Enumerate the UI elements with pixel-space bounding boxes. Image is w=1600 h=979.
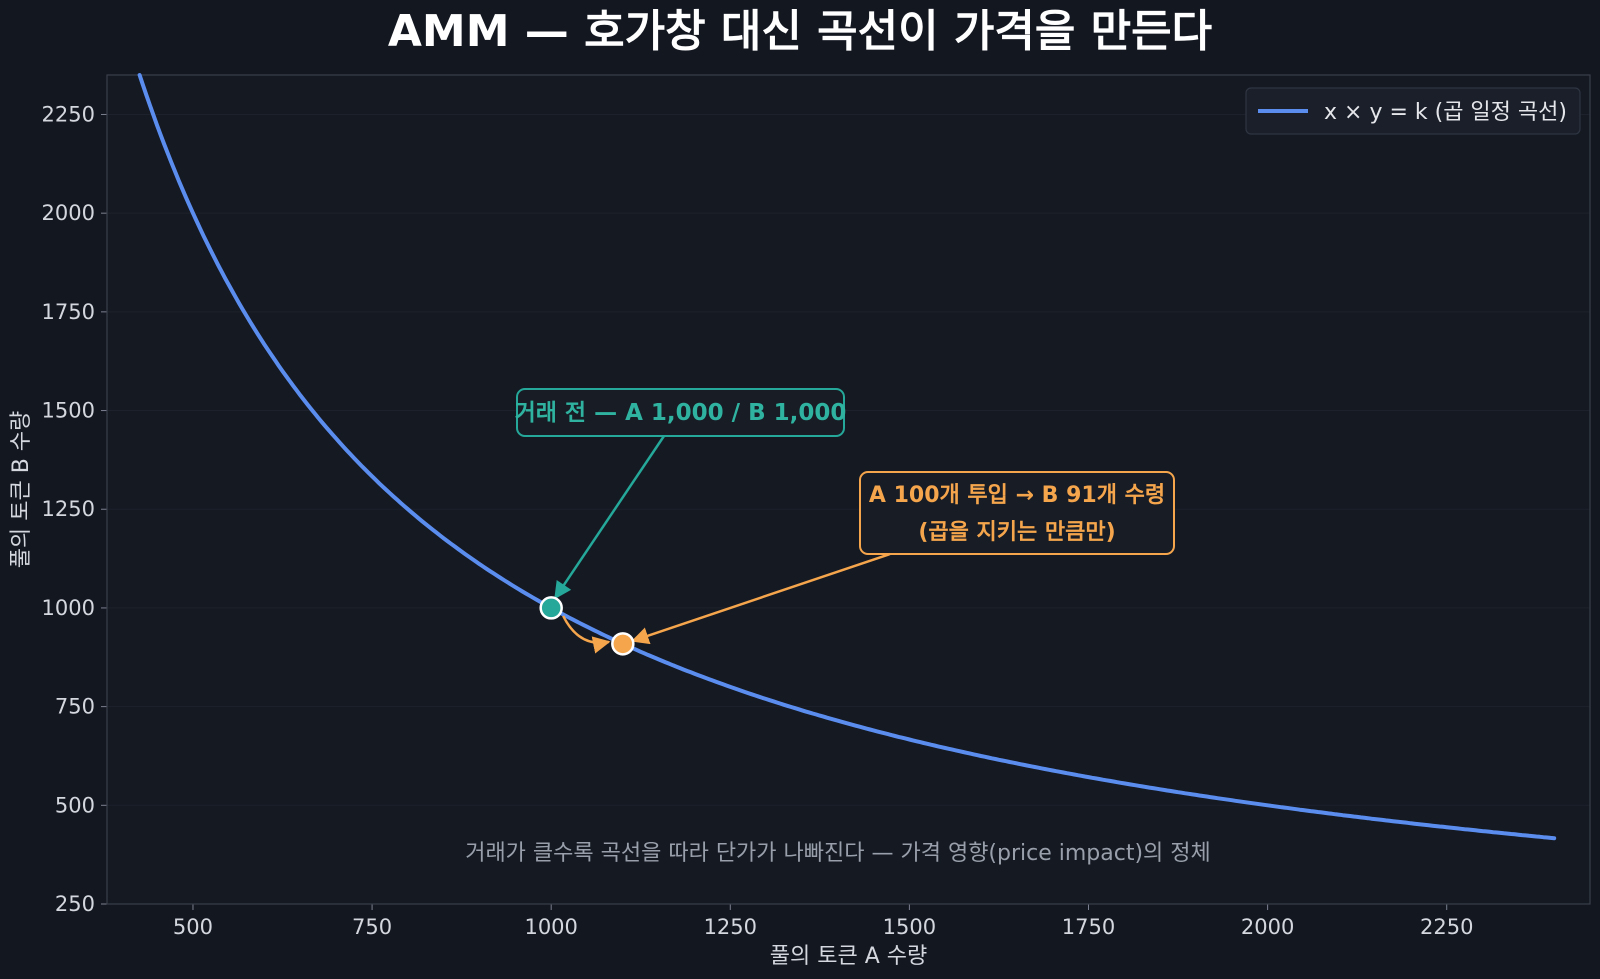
trade-move-arrow: [562, 615, 611, 654]
axes: [101, 74, 1591, 910]
x-tick-label: 1500: [883, 915, 936, 939]
annotation-before-text: 거래 전 — A 1,000 / B 1,000: [515, 400, 847, 426]
legend-label: x × y = k (곱 일정 곡선): [1324, 100, 1567, 125]
x-tick-label: 750: [352, 915, 392, 939]
y-tick-label: 1000: [42, 596, 95, 620]
y-tick-label: 2000: [42, 201, 95, 225]
y-tick-label: 1500: [42, 399, 95, 423]
footnote: 거래가 클수록 곡선을 따라 단가가 나빠진다 — 가격 영향(price im…: [465, 841, 1211, 866]
x-axis-label: 풀의 토큰 A 수량: [770, 944, 927, 969]
point-before: [539, 596, 563, 620]
chart-title: AMM — 호가창 대신 곡선이 가격을 만든다: [388, 6, 1212, 57]
annotation-after-arrow: [631, 552, 891, 645]
data-points: [539, 596, 635, 656]
plot-area: [107, 75, 1590, 904]
x-tick-label: 2250: [1420, 915, 1473, 939]
y-tick-label: 500: [55, 793, 95, 817]
x-tick-label: 2000: [1241, 915, 1294, 939]
y-tick-label: 1750: [42, 300, 95, 324]
y-tick-label: 750: [55, 695, 95, 719]
legend-box: [1245, 87, 1581, 135]
x-tick-label: 1000: [524, 915, 577, 939]
series-layer: [137, 73, 1557, 841]
annotations: 거래 전 — A 1,000 / B 1,000 A 100개 투입 → B 91…: [515, 388, 1175, 654]
y-axis-label: 풀의 토큰 B 수량: [9, 411, 34, 569]
annotation-before-arrow: [554, 435, 666, 600]
y-tick-label: 2250: [42, 102, 95, 126]
annotation-after-box: [859, 471, 1175, 555]
grid-lines: [107, 113, 1590, 905]
x-tick-label: 500: [173, 915, 213, 939]
annotation-before-box: [516, 388, 845, 437]
tick-labels: 250 500 750 1000 1250 1500 1750 2000 2250 500 750 1…: [42, 102, 1474, 939]
x-tick-label: 1250: [704, 915, 757, 939]
y-tick-label: 1250: [42, 497, 95, 521]
point-after: [611, 632, 635, 656]
legend: x × y = k (곱 일정 곡선): [1245, 87, 1581, 135]
curve-line: [137, 73, 1557, 841]
plot-frame: [106, 74, 1591, 905]
annotation-after-text: A 100개 투입 → B 91개 수령: [869, 483, 1165, 508]
x-tick-label: 1750: [1062, 915, 1115, 939]
y-tick-label: 250: [55, 892, 95, 916]
annotation-after-text: (곱을 지키는 만큼만): [918, 520, 1115, 545]
